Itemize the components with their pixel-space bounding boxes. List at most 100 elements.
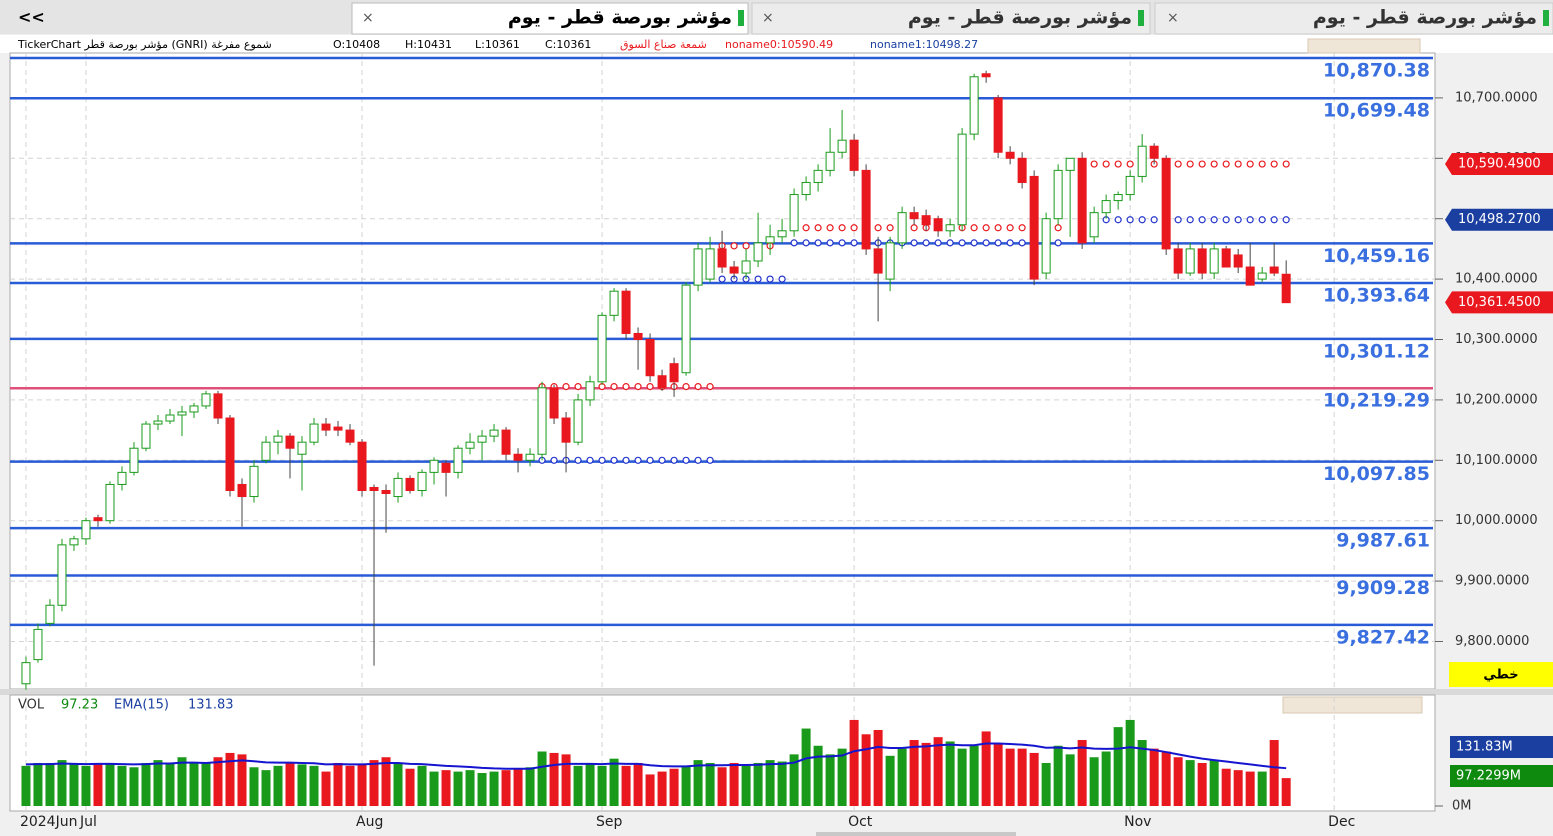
stop-dot xyxy=(1138,216,1146,224)
volume-bar xyxy=(873,729,883,806)
candle-body xyxy=(561,417,571,443)
stop-dot xyxy=(826,224,834,232)
volume-bar xyxy=(321,771,331,806)
stop-dot xyxy=(1114,160,1122,168)
tab-active[interactable] xyxy=(351,2,749,35)
volume-bar xyxy=(1197,762,1207,806)
candle-body xyxy=(369,486,379,491)
candle-body xyxy=(357,441,367,491)
x-tick-label: Dec xyxy=(1328,814,1355,830)
candle-body xyxy=(69,538,79,546)
legend-value: 97.23 xyxy=(61,698,98,713)
candle-body xyxy=(957,133,967,226)
stop-dot xyxy=(1126,216,1134,224)
volume-bar xyxy=(141,762,151,806)
candle-body xyxy=(237,483,247,498)
x-tick-label: Sep xyxy=(596,814,623,830)
candle-body xyxy=(825,151,835,171)
volume-bar xyxy=(93,762,103,806)
stop-dot xyxy=(1222,160,1230,168)
volume-bar xyxy=(237,754,247,806)
candle-body xyxy=(465,441,475,449)
stop-dot xyxy=(958,239,966,247)
volume-bar xyxy=(21,765,31,806)
volume-bar xyxy=(561,754,571,806)
y-tick-label: 10,400.0000 xyxy=(1455,272,1538,287)
candle-body xyxy=(729,266,739,274)
level-label: 9,909.28 xyxy=(1336,577,1430,599)
candle-body xyxy=(393,477,403,498)
stop-dot xyxy=(1018,224,1026,232)
stop-dot xyxy=(802,239,810,247)
info-close: C:10361 xyxy=(545,38,591,51)
stop-dot xyxy=(706,383,714,391)
volume-bar xyxy=(729,762,739,806)
stop-dot xyxy=(802,224,810,232)
collapse-button[interactable]: << xyxy=(18,8,45,27)
volume-bar xyxy=(621,765,631,806)
tab-close: × xyxy=(362,10,374,26)
info-stop1: noname1:10498.27 xyxy=(870,38,978,51)
stop-dot xyxy=(646,456,654,464)
volume-bar xyxy=(717,767,727,806)
volume-bar xyxy=(861,734,871,806)
candle-body xyxy=(321,423,331,431)
volume-bar xyxy=(825,754,835,806)
stop-dot xyxy=(1282,216,1290,224)
panel-splitter[interactable] xyxy=(0,689,1553,695)
tab[interactable] xyxy=(1154,2,1553,35)
stop-dot xyxy=(1258,160,1266,168)
candle-body xyxy=(405,477,415,491)
volume-bar xyxy=(753,762,763,806)
candle-body xyxy=(1185,248,1195,274)
stop-dot xyxy=(634,383,642,391)
y-tick-label: 10,200.0000 xyxy=(1455,392,1538,407)
stop-dot xyxy=(994,239,1002,247)
candle-body xyxy=(1149,145,1159,159)
volume-bar xyxy=(1245,771,1255,806)
candle-body xyxy=(969,76,979,135)
candle-body xyxy=(813,169,823,183)
candle-body xyxy=(1005,151,1015,159)
volume-bar xyxy=(537,751,547,806)
x-tick-label: 2024Jun xyxy=(20,814,78,830)
volume-bar xyxy=(1257,771,1267,806)
volume-bar xyxy=(549,752,559,806)
info-study: شمعة صناع السوق xyxy=(620,38,707,51)
volume-bar xyxy=(1101,751,1111,806)
tab[interactable] xyxy=(751,2,1151,35)
candle-body xyxy=(861,169,871,250)
stop-dot xyxy=(1270,160,1278,168)
volume-bar xyxy=(285,762,295,806)
stop-dot xyxy=(1174,216,1182,224)
volume-bar xyxy=(633,762,643,806)
candle-body xyxy=(885,242,895,280)
volume-bar xyxy=(357,764,367,806)
stop-dot xyxy=(586,456,594,464)
panel-toolbar[interactable] xyxy=(1282,696,1423,714)
candle-body xyxy=(429,459,439,473)
panel-toolbar[interactable] xyxy=(1307,38,1421,54)
stop-dot xyxy=(1234,160,1242,168)
candle-body xyxy=(633,332,643,340)
volume-bar xyxy=(465,770,475,806)
scrollbar[interactable] xyxy=(816,832,1016,836)
level-label: 10,393.64 xyxy=(1323,284,1430,306)
candle-body xyxy=(501,429,511,455)
volume-bar xyxy=(381,757,391,806)
volume-bar xyxy=(369,760,379,806)
candle-body xyxy=(837,139,847,153)
candle-body xyxy=(1161,157,1171,250)
candle-body xyxy=(717,248,727,268)
volume-bar xyxy=(573,765,583,806)
candle-body xyxy=(981,73,991,78)
volume-bar xyxy=(417,765,427,806)
candle-body xyxy=(93,517,103,522)
volume-bar xyxy=(177,757,187,806)
stop-dot xyxy=(1102,160,1110,168)
volume-bar xyxy=(429,771,439,806)
stop-dot xyxy=(826,239,834,247)
volume-tag-label: 97.2299M xyxy=(1456,769,1521,784)
candle-body xyxy=(21,662,31,685)
stop-dot xyxy=(694,383,702,391)
